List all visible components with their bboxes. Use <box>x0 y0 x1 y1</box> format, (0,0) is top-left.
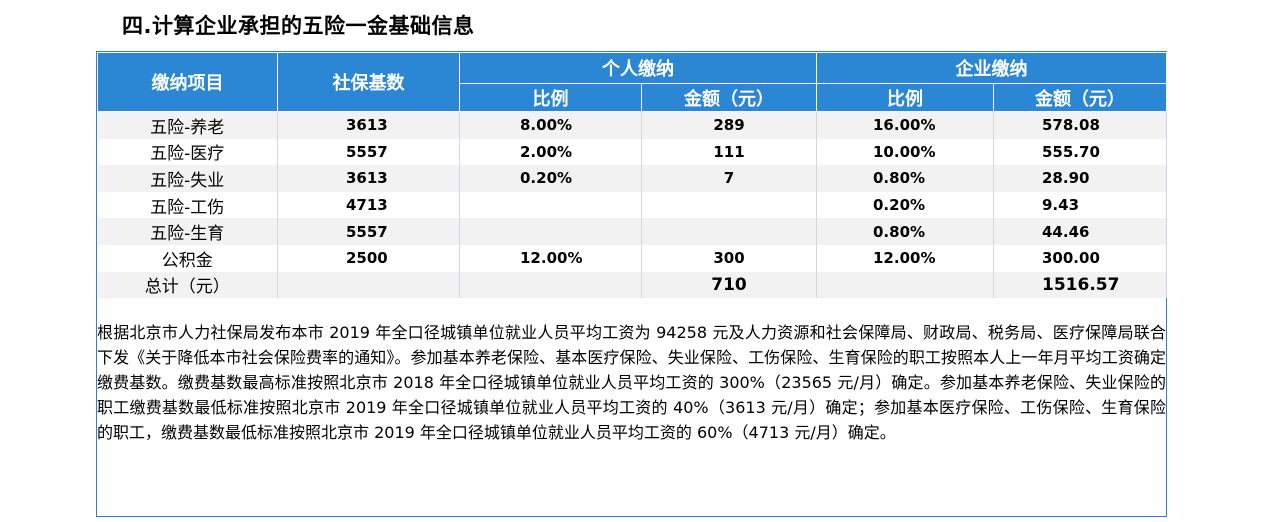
header-row-2: 比例 金额（元） 比例 金额（元） <box>98 83 1167 112</box>
table-row: 五险-工伤 4713 0.20% 9.43 <box>97 191 1167 219</box>
table-row: 五险-生育 5557 0.80% 44.46 <box>97 218 1167 245</box>
table-row: 五险-失业 3613 0.20% 7 0.80% 28.90 <box>97 165 1167 192</box>
cell-item: 五险-医疗 <box>97 138 278 166</box>
header-company: 企业缴纳 <box>816 52 1167 84</box>
cell-base: 3613 <box>277 111 460 139</box>
cell-personal-amount <box>641 218 817 245</box>
cell-base: 2500 <box>277 244 460 272</box>
section-title: 四.计算企业承担的五险一金基础信息 <box>122 14 475 38</box>
cell-personal-ratio: 0.20% <box>459 165 642 192</box>
header-row-1: 缴纳项目 社保基数 个人缴纳 企业缴纳 <box>97 52 1167 112</box>
cell-item: 公积金 <box>97 244 278 272</box>
policy-note: 根据北京市人力社保局发布本市 2019 年全口径城镇单位就业人员平均工资为 94… <box>97 323 1166 442</box>
total-company-ratio-empty <box>816 271 994 299</box>
header-personal-ratio: 比例 <box>459 83 642 112</box>
table-row: 五险-养老 3613 8.00% 289 16.00% 578.08 <box>97 111 1167 139</box>
total-company-amount: 1516.57 <box>993 271 1167 299</box>
total-label: 总计（元） <box>97 271 278 299</box>
cell-personal-amount: 7 <box>641 165 817 192</box>
cell-base: 5557 <box>277 138 460 166</box>
header-base: 社保基数 <box>277 52 460 112</box>
cell-item: 五险-失业 <box>97 165 278 192</box>
cell-personal-ratio <box>459 191 642 219</box>
total-personal-ratio-empty <box>459 271 642 299</box>
cell-personal-amount: 111 <box>641 138 817 166</box>
table-row: 五险-医疗 5557 2.00% 111 10.00% 555.70 <box>97 138 1167 166</box>
cell-item: 五险-生育 <box>97 218 278 245</box>
header-company-amount: 金额（元） <box>993 83 1167 112</box>
cell-company-amount: 28.90 <box>993 165 1167 192</box>
total-base-empty <box>277 271 460 299</box>
cell-base: 4713 <box>277 191 460 219</box>
table-row: 公积金 2500 12.00% 300 12.00% 300.00 <box>97 244 1167 272</box>
cell-item: 五险-工伤 <box>97 191 278 219</box>
header-company-ratio: 比例 <box>816 83 994 112</box>
cell-company-amount: 9.43 <box>993 191 1167 219</box>
cell-base: 5557 <box>277 218 460 245</box>
header-item: 缴纳项目 <box>97 52 278 112</box>
cell-company-ratio: 0.80% <box>816 218 994 245</box>
header-personal: 个人缴纳 <box>459 52 817 84</box>
cell-personal-ratio: 8.00% <box>459 111 642 139</box>
cell-company-ratio: 10.00% <box>816 138 994 166</box>
cell-company-ratio: 16.00% <box>816 111 994 139</box>
cell-personal-amount: 300 <box>641 244 817 272</box>
cell-personal-ratio: 12.00% <box>459 244 642 272</box>
cell-company-ratio: 12.00% <box>816 244 994 272</box>
cell-company-amount: 555.70 <box>993 138 1167 166</box>
header-personal-amount: 金额（元） <box>641 83 817 112</box>
cell-company-amount: 578.08 <box>993 111 1167 139</box>
cell-company-ratio: 0.20% <box>816 191 994 219</box>
cell-personal-ratio <box>459 218 642 245</box>
cell-item: 五险-养老 <box>97 111 278 139</box>
cell-base: 3613 <box>277 165 460 192</box>
cell-personal-amount <box>641 191 817 219</box>
total-row: 总计（元） 710 1516.57 <box>97 271 1167 299</box>
cell-company-amount: 300.00 <box>993 244 1167 272</box>
info-panel: 缴纳项目 社保基数 个人缴纳 企业缴纳 比例 金额（元） 比例 金额（元） 五险… <box>96 51 1167 517</box>
contribution-table: 缴纳项目 社保基数 个人缴纳 企业缴纳 比例 金额（元） 比例 金额（元） 五险… <box>97 52 1167 299</box>
cell-company-ratio: 0.80% <box>816 165 994 192</box>
cell-personal-ratio: 2.00% <box>459 138 642 166</box>
total-personal-amount: 710 <box>641 271 817 299</box>
cell-company-amount: 44.46 <box>993 218 1167 245</box>
cell-personal-amount: 289 <box>641 111 817 139</box>
